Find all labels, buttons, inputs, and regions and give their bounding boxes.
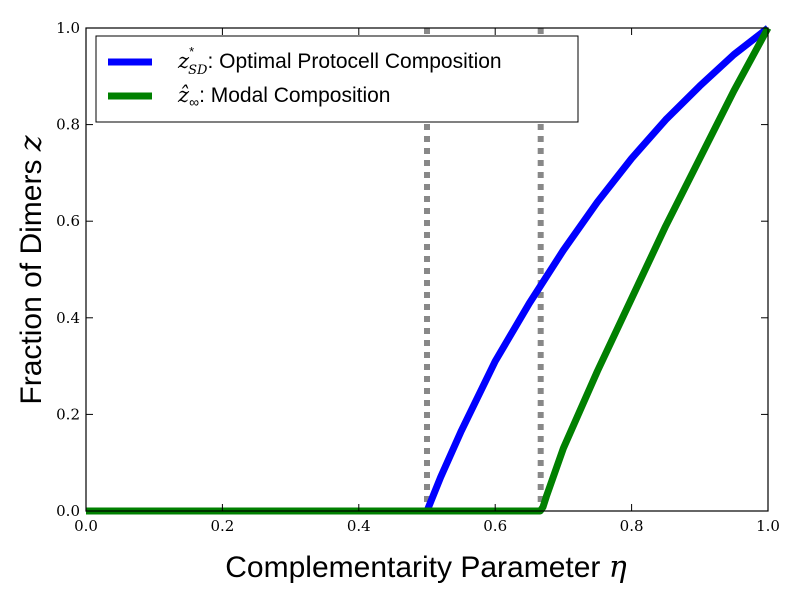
y-tick-label: 0.6 [56,212,80,230]
series-line-optimal [86,25,771,515]
y-tick-label: 0.8 [56,116,80,134]
legend-entry-optimal: z* SD: Optimal Protocell Composition [177,44,502,77]
plot-frame [85,27,769,512]
x-tick-label: 0.8 [620,517,644,535]
legend-entry-modal: ẑ∞: Modal Composition [177,83,390,110]
x-tick-label: 0.6 [483,517,507,535]
y-tick-label: 0.0 [56,502,80,520]
x-tick-label: 0.4 [347,517,371,535]
x-tick-label: 0.2 [210,517,234,535]
axis-ticks: 0.0 0.2 0.4 0.6 0.8 1.0 0.0 0.2 0.4 0.6 0.8 1.0 [56,19,780,535]
y-tick-label: 0.4 [56,309,80,327]
x-axis-label: Complementarity Parameter η [225,550,626,585]
x-tick-label: 1.0 [756,517,780,535]
series-line-modal [86,26,772,515]
y-axis-label: Fraction of Dimers z [14,135,49,404]
y-tick-label: 0.2 [56,405,80,423]
y-tick-label: 1.0 [56,19,80,37]
legend: z* SD: Optimal Protocell Composition ẑ∞: … [95,35,579,123]
x-tick-label: 0.0 [74,517,98,535]
threshold-lines [424,28,544,511]
legend-box [95,35,579,123]
series-lines [86,25,772,515]
